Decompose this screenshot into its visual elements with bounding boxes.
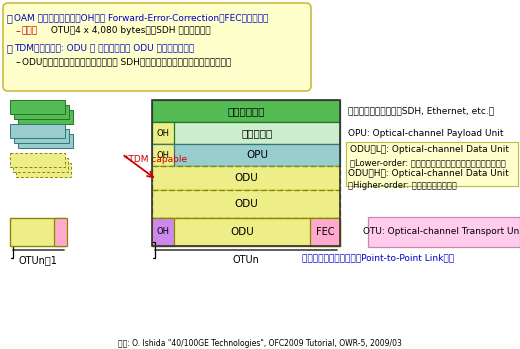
Bar — [152, 122, 174, 144]
Bar — [346, 142, 518, 186]
Text: OH: OH — [157, 228, 170, 237]
Bar — [13, 158, 68, 172]
Bar — [152, 144, 174, 166]
Bar — [152, 144, 340, 166]
Text: 波長にマッピングされるPoint-to-Point Link単位: 波長にマッピングされるPoint-to-Point Link単位 — [302, 253, 454, 262]
Text: OTUn: OTUn — [232, 255, 259, 265]
Text: 固定長: 固定長 — [22, 26, 38, 35]
Bar — [16, 163, 71, 177]
Bar — [10, 153, 65, 167]
Text: （Higher-order: 多重化された単位）: （Higher-order: 多重化された単位） — [348, 181, 457, 191]
Text: ペイロード: ペイロード — [241, 128, 272, 138]
Text: ODUクロスコネクトが開発されれば SDHと同じようなネットワーキングも可能: ODUクロスコネクトが開発されれば SDHと同じようなネットワーキングも可能 — [22, 57, 231, 66]
Text: ODU: ODU — [234, 173, 258, 183]
Bar — [18, 134, 73, 148]
Bar — [14, 129, 69, 143]
Text: 出典: O. Ishida "40/100GE Technologies", OFC2009 Tutorial, OWR-5, 2009/03: 出典: O. Ishida "40/100GE Technologies", O… — [118, 339, 402, 348]
Bar — [10, 100, 65, 114]
Bar — [310, 218, 340, 246]
Text: OTU: Optical-channel Transport Unit: OTU: Optical-channel Transport Unit — [363, 228, 520, 237]
Bar — [152, 166, 340, 190]
Text: ・: ・ — [7, 13, 13, 23]
Bar — [18, 110, 73, 124]
Text: ODU: ODU — [230, 227, 254, 237]
Bar — [10, 124, 65, 138]
Text: クライアント: クライアント — [227, 106, 265, 116]
Bar — [14, 105, 69, 119]
FancyBboxPatch shape — [3, 3, 311, 91]
Bar — [152, 218, 174, 246]
Bar — [152, 122, 340, 144]
Bar — [152, 218, 340, 246]
Text: ・: ・ — [7, 43, 13, 53]
Text: FEC: FEC — [316, 227, 334, 237]
Bar — [152, 100, 340, 246]
Bar — [54, 218, 67, 246]
Text: OTU（4 x 4,080 bytes）、SDH 収容に最適化: OTU（4 x 4,080 bytes）、SDH 収容に最適化 — [48, 26, 211, 35]
Text: ODU（H）: Optical-channel Data Unit: ODU（H）: Optical-channel Data Unit — [348, 170, 509, 178]
Text: OH: OH — [157, 150, 170, 159]
Text: –: – — [16, 26, 21, 36]
Bar — [152, 190, 340, 218]
Text: ODU（L）: Optical-channel Data Unit: ODU（L）: Optical-channel Data Unit — [350, 146, 509, 155]
Text: OAM オーバーヘッド（OH）と Forward-Error-Correction（FEC）トレイラ: OAM オーバーヘッド（OH）と Forward-Error-Correctio… — [14, 13, 268, 22]
Bar — [368, 217, 520, 247]
Bar — [152, 100, 340, 122]
Bar — [10, 218, 65, 246]
Text: OPU: Optical-channel Payload Unit: OPU: Optical-channel Payload Unit — [348, 128, 503, 138]
Text: –: – — [16, 57, 21, 67]
Text: OPU: OPU — [246, 150, 268, 160]
Text: TDM機能を持つ: ODU は 上位オーダの ODU に多重化できる: TDM機能を持つ: ODU は 上位オーダの ODU に多重化できる — [14, 43, 194, 52]
Text: OH: OH — [157, 128, 170, 138]
Text: OTUn－1: OTUn－1 — [19, 255, 57, 265]
Text: クライアント信号　（SDH, Ethernet, etc.）: クライアント信号 （SDH, Ethernet, etc.） — [348, 106, 494, 116]
Text: ODU: ODU — [234, 199, 258, 209]
Text: *TDM capable: *TDM capable — [124, 155, 187, 164]
Text: （Lower-order: クライアント収容、クロスコネクト単位）: （Lower-order: クライアント収容、クロスコネクト単位） — [350, 158, 506, 168]
